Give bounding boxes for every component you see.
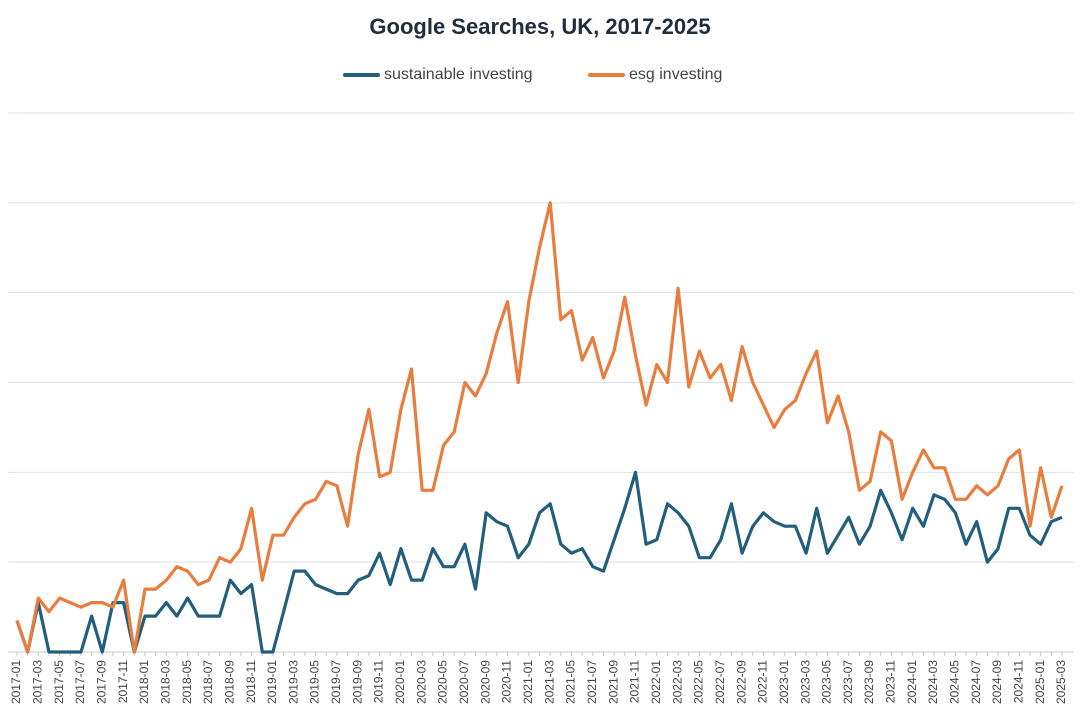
x-tick-label: 2018-03 bbox=[158, 660, 172, 704]
x-tick-label: 2018-07 bbox=[201, 660, 215, 704]
x-tick-label: 2024-11 bbox=[1012, 660, 1026, 703]
x-tick-label: 2019-01 bbox=[265, 660, 279, 704]
x-tick-label: 2023-11 bbox=[884, 660, 898, 703]
chart-title: Google Searches, UK, 2017-2025 bbox=[369, 14, 710, 39]
x-tick-label: 2020-03 bbox=[414, 660, 428, 704]
x-tick-label: 2020-01 bbox=[393, 660, 407, 704]
x-tick-label: 2018-01 bbox=[137, 660, 151, 704]
x-tick-label: 2024-05 bbox=[948, 660, 962, 704]
legend-label: esg investing bbox=[629, 66, 722, 83]
x-tick-label: 2024-07 bbox=[969, 660, 983, 704]
x-tick-label: 2020-11 bbox=[500, 660, 514, 703]
x-tick-label: 2022-09 bbox=[734, 660, 748, 704]
x-tick-label: 2022-03 bbox=[670, 660, 684, 704]
x-tick-label: 2022-07 bbox=[713, 660, 727, 704]
x-tick-label: 2023-07 bbox=[841, 660, 855, 704]
x-tick-label: 2021-07 bbox=[585, 660, 599, 704]
x-tick-label: 2019-09 bbox=[350, 660, 364, 704]
x-tick-label: 2019-11 bbox=[372, 660, 386, 703]
x-tick-label: 2024-01 bbox=[905, 660, 919, 704]
series-line bbox=[15, 201, 1064, 654]
x-tick-label: 2021-03 bbox=[542, 660, 556, 704]
x-tick-label: 2020-07 bbox=[457, 660, 471, 704]
x-tick-label: 2018-11 bbox=[244, 660, 258, 703]
x-tick-label: 2020-09 bbox=[478, 660, 492, 704]
x-tick-label: 2024-09 bbox=[990, 660, 1004, 704]
x-tick-label: 2022-11 bbox=[756, 660, 770, 703]
legend-label: sustainable investing bbox=[384, 66, 533, 83]
x-tick-label: 2021-01 bbox=[521, 660, 535, 704]
x-tick-label: 2017-11 bbox=[116, 660, 130, 703]
x-tick-label: 2018-05 bbox=[180, 660, 194, 704]
x-tick-label: 2017-05 bbox=[52, 660, 66, 704]
x-tick-label: 2017-07 bbox=[73, 660, 87, 704]
x-tick-label: 2025-03 bbox=[1054, 660, 1068, 704]
x-tick-label: 2017-09 bbox=[94, 660, 108, 704]
x-tick-label: 2025-01 bbox=[1033, 660, 1047, 704]
x-tick-label: 2017-01 bbox=[9, 660, 23, 704]
x-tick-label: 2023-09 bbox=[862, 660, 876, 704]
x-tick-label: 2017-03 bbox=[30, 660, 44, 704]
x-tick-label: 2021-09 bbox=[606, 660, 620, 704]
x-tick-label: 2019-05 bbox=[308, 660, 322, 704]
x-tick-label: 2024-03 bbox=[926, 660, 940, 704]
x-tick-label: 2019-03 bbox=[286, 660, 300, 704]
x-tick-label: 2020-05 bbox=[436, 660, 450, 704]
x-tick-label: 2019-07 bbox=[329, 660, 343, 704]
x-tick-label: 2023-05 bbox=[820, 660, 834, 704]
x-tick-label: 2022-01 bbox=[649, 660, 663, 704]
x-tick-label: 2022-05 bbox=[692, 660, 706, 704]
x-tick-label: 2023-03 bbox=[798, 660, 812, 704]
x-tick-label: 2023-01 bbox=[777, 660, 791, 704]
series-line bbox=[15, 470, 1063, 654]
x-tick-label: 2021-05 bbox=[564, 660, 578, 704]
x-tick-label: 2021-11 bbox=[628, 660, 642, 703]
x-tick-label: 2018-09 bbox=[222, 660, 236, 704]
